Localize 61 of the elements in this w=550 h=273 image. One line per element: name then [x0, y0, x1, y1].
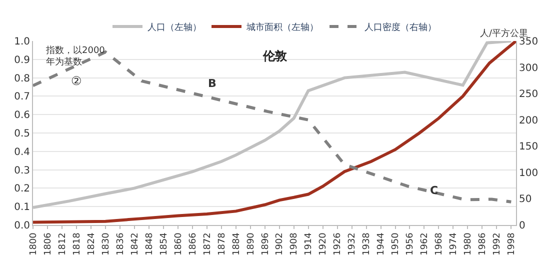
- x-tick-label: 1848: [144, 232, 155, 256]
- x-tick-label: 1908: [290, 232, 300, 256]
- x-tick-label: 1806: [43, 232, 54, 256]
- x-tick-label: 1950: [391, 232, 402, 256]
- legend-label: 人口（左轴）: [148, 22, 202, 34]
- x-tick-label: 1860: [174, 232, 184, 256]
- x-tick-label: 1968: [434, 232, 445, 256]
- x-tick-label: 1818: [72, 232, 82, 256]
- x-tick-label: 1842: [130, 232, 140, 256]
- x-tick-label: 1872: [202, 232, 213, 256]
- y-tick-label: 0.7: [14, 92, 30, 103]
- x-tick-label: 1824: [86, 232, 97, 256]
- y-tick-label: 0.5: [14, 128, 30, 140]
- x-tick-label: 1854: [159, 232, 170, 256]
- x-tick-label: 1932: [348, 232, 358, 256]
- annotation: ②: [71, 74, 82, 88]
- y-tick-label: 1.0: [14, 36, 30, 48]
- x-tick-label: 1926: [333, 232, 344, 256]
- x-tick-label: 1890: [246, 232, 256, 256]
- text: 伦敦: [262, 49, 288, 63]
- y2-tick-label: 350: [519, 36, 538, 48]
- y-tick-label: 0.4: [14, 146, 30, 158]
- y-tick-label: 0.3: [14, 165, 30, 176]
- x-tick-label: 1812: [58, 232, 68, 256]
- x-tick-label: 1938: [362, 232, 372, 256]
- y2-tick-label: 200: [519, 115, 538, 126]
- x-tick-label: 1896: [260, 232, 271, 256]
- legend-label: 人口密度（右轴）: [364, 22, 436, 34]
- y2-tick-label: 300: [519, 62, 538, 74]
- y2-tick-label: 150: [519, 142, 538, 153]
- y-tick-label: 0.1: [14, 202, 30, 214]
- x-tick-label: 1902: [275, 232, 286, 256]
- x-tick-label: 1884: [232, 232, 242, 256]
- x-tick-label: 1914: [304, 232, 314, 256]
- x-tick-label: 1998: [507, 232, 518, 256]
- x-tick-label: 1800: [28, 232, 39, 256]
- x-tick-label: 1986: [478, 232, 488, 256]
- x-tick-label: 1866: [188, 232, 198, 256]
- y-tick-label: 0.8: [14, 73, 30, 84]
- y-tick-label: 0.0: [14, 220, 30, 232]
- x-tick-label: 1830: [101, 232, 112, 256]
- annotation: C: [430, 184, 438, 197]
- y2-tick-label: 100: [519, 168, 538, 179]
- x-tick-label: 1836: [116, 232, 126, 256]
- x-tick-label: 1944: [376, 232, 387, 256]
- x-tick-label: 1878: [217, 232, 228, 256]
- x-tick-label: 1956: [406, 232, 416, 256]
- y-tick-label: 0.6: [14, 110, 30, 122]
- y2-tick-label: 250: [519, 89, 538, 100]
- legend-label: 城市面积（左轴）: [246, 22, 318, 34]
- x-tick-label: 1980: [464, 232, 474, 256]
- y-tick-label: 0.2: [14, 184, 30, 195]
- annotation: B: [208, 77, 216, 90]
- y-tick-label: 0.9: [14, 54, 30, 66]
- y2-tick-label: 0: [519, 220, 526, 232]
- x-tick-label: 1974: [449, 232, 460, 256]
- y2-tick-label: 50: [519, 194, 532, 206]
- annotation: 指数，以2000年为基数: [45, 45, 106, 68]
- x-tick-label: 1962: [420, 232, 430, 256]
- x-tick-label: 1920: [318, 232, 329, 256]
- x-tick-label: 1992: [492, 232, 503, 256]
